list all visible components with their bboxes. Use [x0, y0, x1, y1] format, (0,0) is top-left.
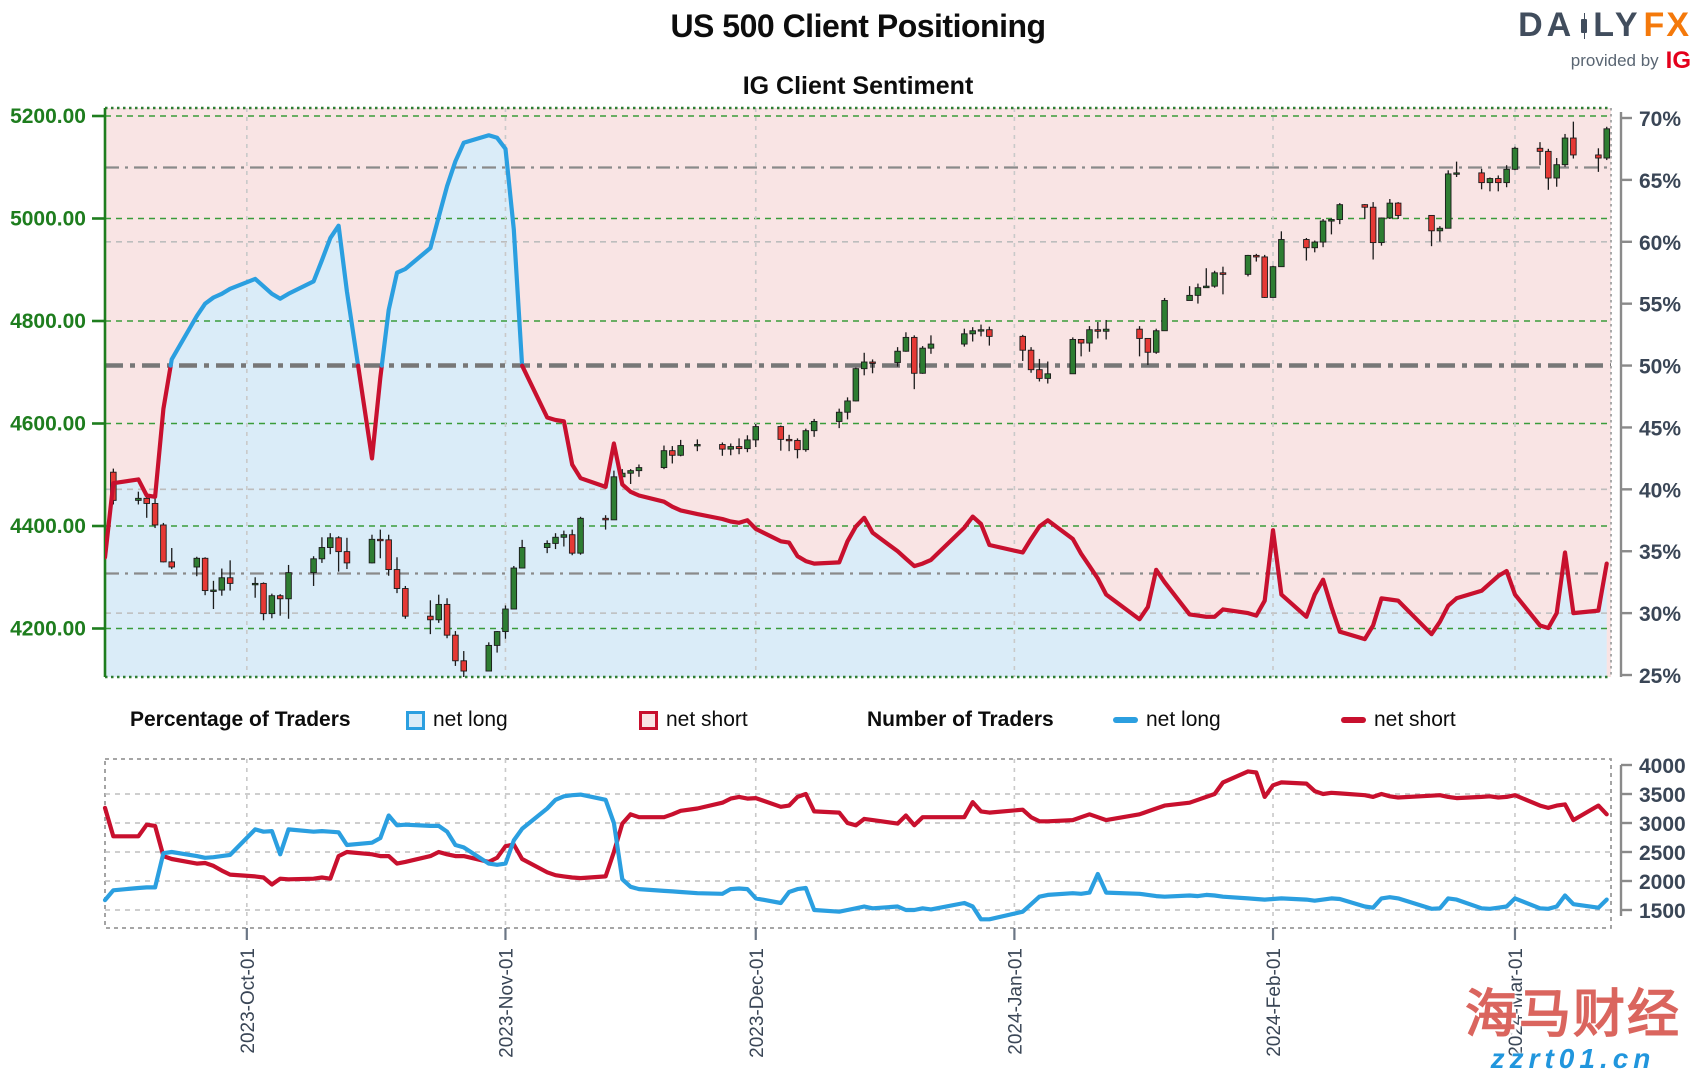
ig-logo: IG — [1665, 47, 1691, 74]
svg-text:40%: 40% — [1639, 479, 1681, 502]
page-subtitle: IG Client Sentiment — [742, 72, 974, 100]
svg-text:45%: 45% — [1639, 417, 1681, 440]
net-short-label: net short — [666, 708, 748, 731]
net-short-percent-swatch — [639, 710, 658, 730]
net-long-segment — [379, 133, 525, 368]
chart-legend: Percentage of Traders net long net short… — [0, 700, 1705, 740]
svg-text:2500: 2500 — [1639, 842, 1686, 865]
svg-text:65%: 65% — [1639, 170, 1681, 193]
svg-text:5200.00: 5200.00 — [10, 105, 86, 128]
svg-text:60%: 60% — [1639, 232, 1681, 255]
logo-text-ly: LY — [1593, 6, 1642, 44]
net-short-segment — [356, 363, 384, 461]
svg-text:4400.00: 4400.00 — [10, 515, 86, 538]
page-title: US 500 Client Positioning — [670, 8, 1046, 44]
count-axis: 4000 3500 3000 2500 2000 1500 — [1619, 755, 1686, 923]
net-short-line-swatch — [1341, 717, 1366, 723]
net-short-segment — [105, 363, 173, 560]
svg-text:70%: 70% — [1639, 108, 1681, 131]
sentiment-line — [105, 133, 1609, 642]
traders-net-short-line — [102, 769, 1609, 887]
svg-text:25%: 25% — [1639, 665, 1681, 688]
net-long-label: net long — [433, 708, 508, 731]
net-long-area — [105, 135, 1607, 677]
logo-text-fx: FX — [1643, 6, 1691, 44]
net-short-label-2: net short — [1374, 708, 1456, 731]
svg-text:2023-Oct-01: 2023-Oct-01 — [238, 948, 259, 1054]
net-long-line-swatch — [1113, 717, 1138, 723]
svg-text:5000.00: 5000.00 — [10, 208, 86, 231]
legend-percentage-of-traders: Percentage of Traders — [130, 708, 351, 731]
svg-text:35%: 35% — [1639, 541, 1681, 564]
svg-text:2000: 2000 — [1639, 871, 1686, 894]
logo-provided-by: provided by — [1570, 51, 1659, 70]
svg-text:4000: 4000 — [1639, 755, 1686, 778]
net-long-label-2: net long — [1146, 708, 1221, 731]
svg-text:2024-Feb-01: 2024-Feb-01 — [1264, 948, 1285, 1057]
svg-text:30%: 30% — [1639, 603, 1681, 626]
dailyfx-logo: DA LY FX provided by IG — [1518, 6, 1691, 75]
net-short-segment — [520, 363, 1609, 642]
svg-text:3500: 3500 — [1639, 784, 1686, 807]
candles-layer — [110, 121, 1610, 677]
net-long-segment — [168, 223, 361, 368]
price-axis: 5200.00 5000.00 4800.00 4600.00 4400.00 4200.… — [10, 105, 105, 641]
percent-axis: 70% 65% 60% 55% 50% 45% 40% 35% 30% 25% — [1619, 108, 1681, 688]
svg-text:3000: 3000 — [1639, 813, 1686, 836]
logo-text-da: DA — [1518, 6, 1576, 44]
svg-text:4200.00: 4200.00 — [10, 618, 86, 641]
svg-text:55%: 55% — [1639, 294, 1681, 317]
svg-text:2024-Jan-01: 2024-Jan-01 — [1005, 948, 1026, 1055]
net-long-percent-swatch — [406, 710, 425, 730]
svg-text:2023-Dec-01: 2023-Dec-01 — [747, 948, 768, 1058]
svg-text:50%: 50% — [1639, 356, 1681, 379]
main-chart: 5200.00 5000.00 4800.00 4600.00 4400.00 4200.… — [10, 105, 1681, 688]
candlestick-icon — [1580, 12, 1588, 39]
date-labels: 2023-Oct-01 2023-Nov-01 2023-Dec-01 2024-Ja… — [238, 948, 1527, 1058]
svg-text:4600.00: 4600.00 — [10, 413, 86, 436]
svg-text:1500: 1500 — [1639, 900, 1686, 923]
traders-net-long-line — [102, 792, 1609, 922]
svg-text:2024-Mar-01: 2024-Mar-01 — [1506, 948, 1527, 1057]
svg-text:2023-Nov-01: 2023-Nov-01 — [496, 948, 517, 1058]
legend-number-of-traders: Number of Traders — [867, 708, 1054, 731]
svg-text:4800.00: 4800.00 — [10, 310, 86, 333]
